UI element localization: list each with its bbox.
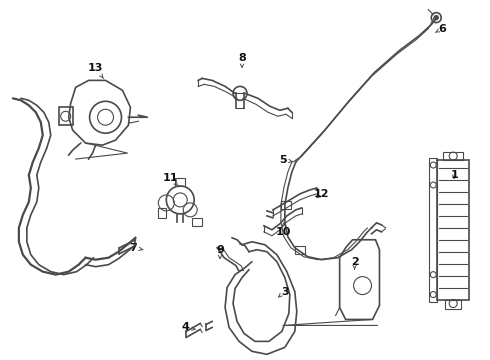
- Text: 7: 7: [129, 243, 143, 253]
- Bar: [192, 218, 202, 226]
- Text: 6: 6: [436, 24, 446, 33]
- Text: 4: 4: [181, 323, 195, 332]
- Bar: [59, 107, 73, 125]
- Text: 5: 5: [279, 155, 293, 165]
- Text: 1: 1: [450, 170, 458, 180]
- Text: 8: 8: [238, 54, 246, 67]
- Bar: [445, 300, 461, 310]
- Text: 13: 13: [88, 63, 103, 78]
- Text: 11: 11: [163, 173, 178, 186]
- Bar: [295, 246, 305, 254]
- Text: 2: 2: [351, 257, 359, 270]
- Bar: [443, 152, 463, 160]
- Circle shape: [434, 15, 438, 20]
- Text: 12: 12: [314, 189, 329, 199]
- Text: 10: 10: [276, 223, 292, 237]
- Text: 9: 9: [216, 245, 224, 258]
- Bar: [429, 158, 437, 302]
- Bar: [437, 160, 469, 300]
- Bar: [175, 178, 185, 186]
- Bar: [158, 208, 166, 218]
- Bar: [281, 201, 291, 209]
- Text: 3: 3: [278, 287, 289, 297]
